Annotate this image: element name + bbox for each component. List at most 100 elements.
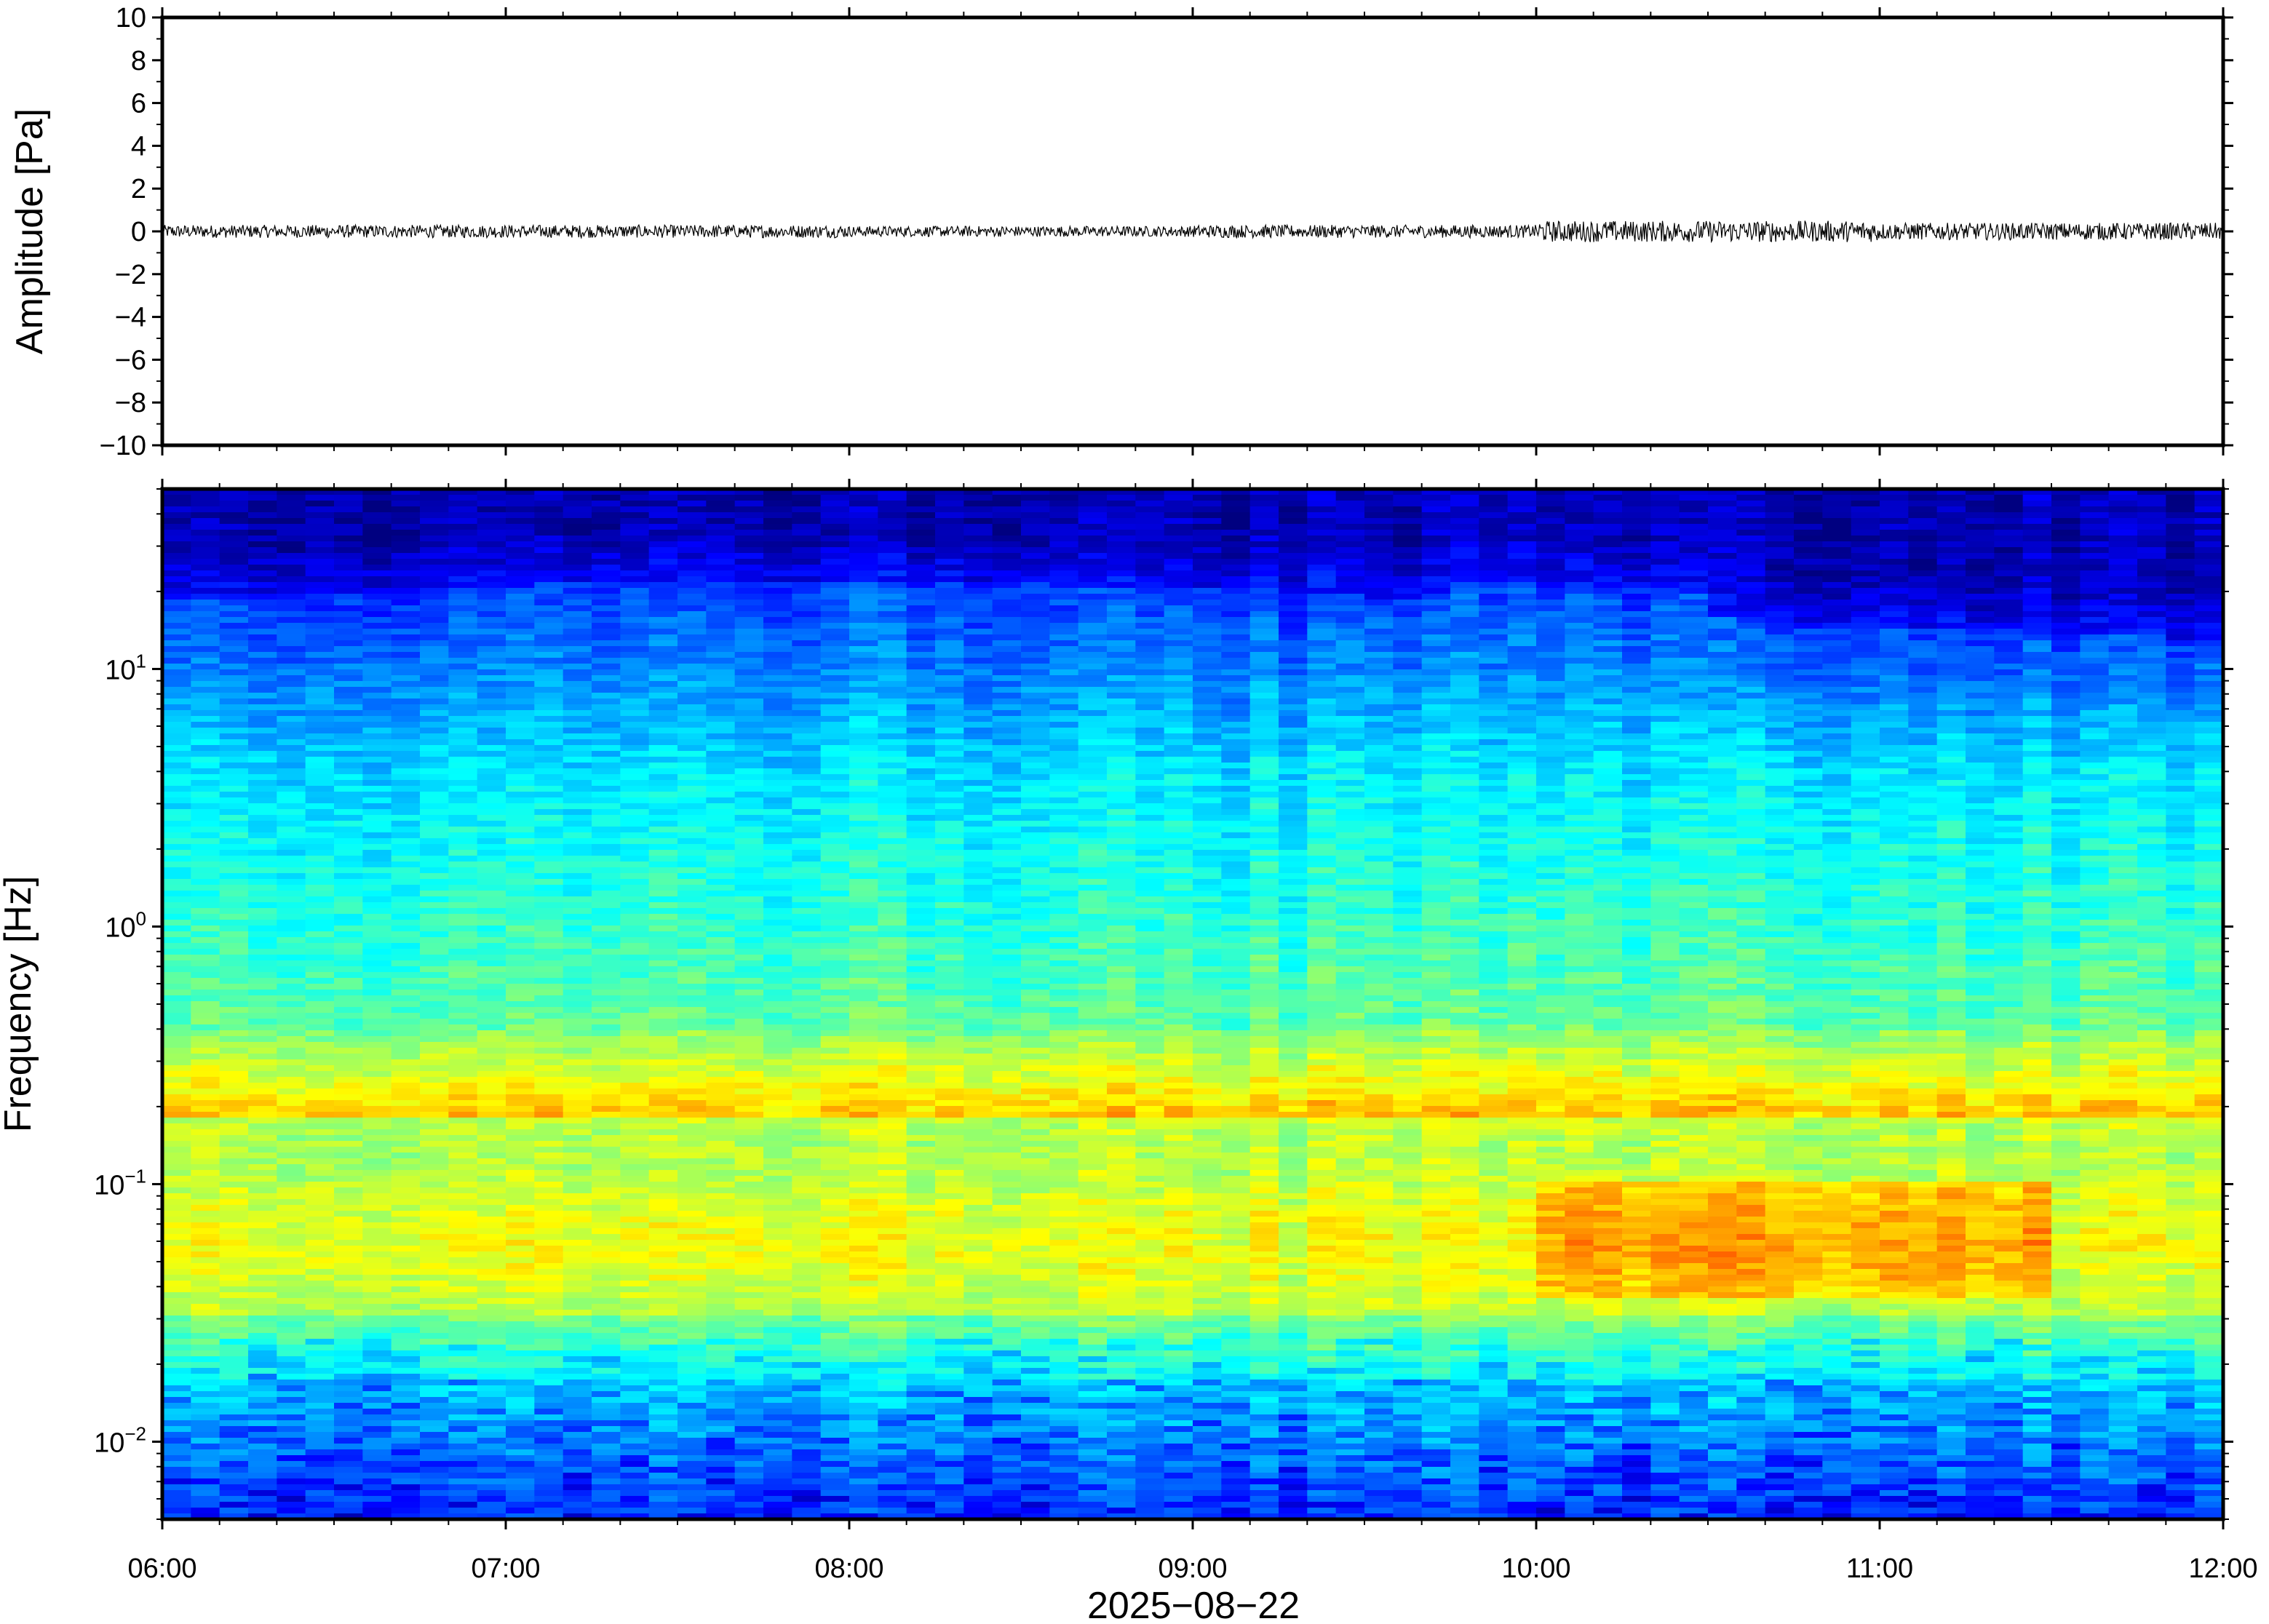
spectrogram-cell [477, 1444, 506, 1450]
spectrogram-cell [391, 832, 421, 839]
spectrogram-cell [592, 1065, 621, 1072]
spectrogram-cell [477, 1106, 506, 1112]
spectrogram-cell [906, 861, 936, 868]
spectrogram-cell [448, 588, 478, 594]
spectrogram-cell [849, 553, 878, 560]
spectrogram-cell [563, 611, 592, 618]
spectrogram-cell [878, 547, 907, 554]
spectrogram-cell [648, 489, 678, 495]
spectrogram-cell [792, 1135, 822, 1142]
spectrogram-cell [563, 990, 592, 996]
spectrogram-cell [734, 1455, 764, 1462]
spectrogram-cell [878, 629, 907, 635]
spectrogram-cell [305, 861, 335, 868]
spectrogram-cell [191, 588, 220, 594]
spectrogram-cell [648, 1327, 678, 1334]
spectrogram-cell [506, 1461, 535, 1468]
spectrogram-cell [448, 1065, 478, 1072]
spectrogram-cell [191, 1438, 220, 1444]
spectrogram-cell [592, 1426, 621, 1433]
spectrogram-cell [362, 634, 392, 641]
spectrogram-cell [648, 675, 678, 682]
spectrogram-cell [792, 1001, 822, 1008]
spectrogram-cell [534, 832, 564, 839]
spectrogram-cell [277, 1106, 306, 1112]
spectrogram-cell [734, 716, 764, 723]
spectrogram-cell [677, 1246, 707, 1252]
spectrogram-cell [706, 536, 736, 542]
spectrogram-cell [677, 1298, 707, 1305]
spectrogram-cell [448, 640, 478, 647]
spectrogram-cell [191, 1321, 220, 1328]
spectrogram-cell [420, 681, 449, 688]
spectrogram-cell [534, 693, 564, 699]
spectrogram-cell [420, 1071, 449, 1078]
spectrogram-cell [620, 1269, 650, 1275]
spectrogram-cell [563, 1071, 592, 1078]
spectrogram-cell [391, 966, 421, 973]
spectrogram-cell [648, 914, 678, 920]
spectrogram-cell [620, 640, 650, 647]
spectrogram-cell [477, 1251, 506, 1258]
spectrogram-cell [191, 1205, 220, 1211]
spectrogram-cell [506, 1083, 535, 1089]
spectrogram-cell [935, 832, 964, 839]
spectrogram-cell [706, 687, 736, 693]
spectrogram-cell [734, 1054, 764, 1060]
spectrogram-cell [391, 1333, 421, 1340]
spectrogram-cell [677, 955, 707, 961]
spectrogram-cell [792, 1240, 822, 1246]
spectrogram-cell [334, 1292, 363, 1299]
spectrogram-cell [248, 565, 277, 571]
spectrogram-cell [620, 745, 650, 752]
spectrogram-cell [219, 530, 249, 536]
spectrogram-cell [391, 716, 421, 723]
spectrogram-cell [878, 1444, 907, 1450]
spectrogram-cell [534, 1484, 564, 1491]
spectrogram-cell [334, 1112, 363, 1118]
spectrogram-cell [191, 687, 220, 693]
spectrogram-cell [334, 1385, 363, 1392]
spectrogram-cell [248, 902, 277, 909]
spectrogram-cell [219, 1461, 249, 1468]
spectrogram-cell [448, 489, 478, 495]
spectrogram-cell [248, 1065, 277, 1072]
spectrogram-cell [448, 1403, 478, 1409]
spectrogram-cell [219, 605, 249, 612]
spectrogram-cell [162, 937, 191, 944]
spectrogram-cell [305, 838, 335, 845]
spectrogram-cell [563, 1141, 592, 1147]
spectrogram-cell [219, 780, 249, 787]
spectrogram-cell [305, 780, 335, 787]
spectrogram-cell [906, 1187, 936, 1194]
spectrogram-cell [248, 704, 277, 711]
spectrogram-cell [677, 914, 707, 920]
spectrogram-cell [563, 1333, 592, 1340]
spectrogram-cell [162, 576, 191, 583]
spectrogram-cell [362, 1077, 392, 1083]
spectrogram-cell [706, 809, 736, 816]
spectrogram-cell [506, 856, 535, 862]
spectrogram-cell [334, 605, 363, 612]
spectrogram-cell [162, 570, 191, 577]
spectrogram-cell [592, 1467, 621, 1473]
spectrogram-cell [820, 757, 850, 763]
spectrogram-cell [734, 559, 764, 565]
spectrogram-cell [448, 1281, 478, 1287]
spectrogram-cell [706, 541, 736, 548]
spectrogram-cell [477, 1182, 506, 1188]
spectrogram-cell [191, 541, 220, 548]
spectrogram-cell [734, 512, 764, 519]
spectrogram-cell [162, 815, 191, 821]
spectrogram-cell [592, 1374, 621, 1380]
spectrogram-cell [477, 1042, 506, 1048]
spectrogram-cell [935, 856, 964, 862]
spectrogram-cell [191, 693, 220, 699]
spectrogram-cell [448, 978, 478, 984]
spectrogram-cell [534, 786, 564, 792]
spectrogram-cell [563, 1240, 592, 1246]
spectrogram-cell [391, 1362, 421, 1369]
spectrogram-cell [477, 611, 506, 618]
spectrogram-cell [391, 861, 421, 868]
spectrogram-cell [305, 763, 335, 769]
